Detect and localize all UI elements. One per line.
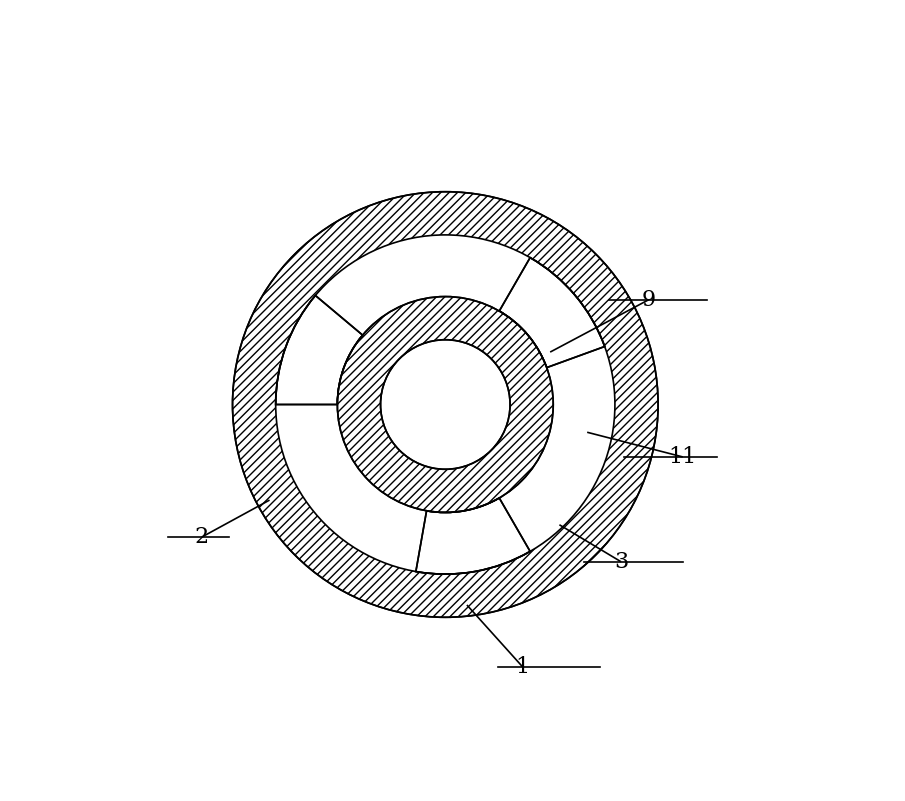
- Circle shape: [276, 235, 614, 574]
- Text: 1: 1: [515, 656, 529, 678]
- Text: 2: 2: [195, 526, 209, 548]
- Text: 9: 9: [642, 288, 656, 311]
- Circle shape: [380, 340, 510, 469]
- Text: 11: 11: [669, 446, 697, 468]
- Circle shape: [233, 191, 658, 618]
- Wedge shape: [416, 498, 530, 574]
- Circle shape: [338, 296, 553, 513]
- Wedge shape: [276, 296, 363, 405]
- Text: 3: 3: [614, 551, 628, 573]
- Wedge shape: [500, 258, 605, 368]
